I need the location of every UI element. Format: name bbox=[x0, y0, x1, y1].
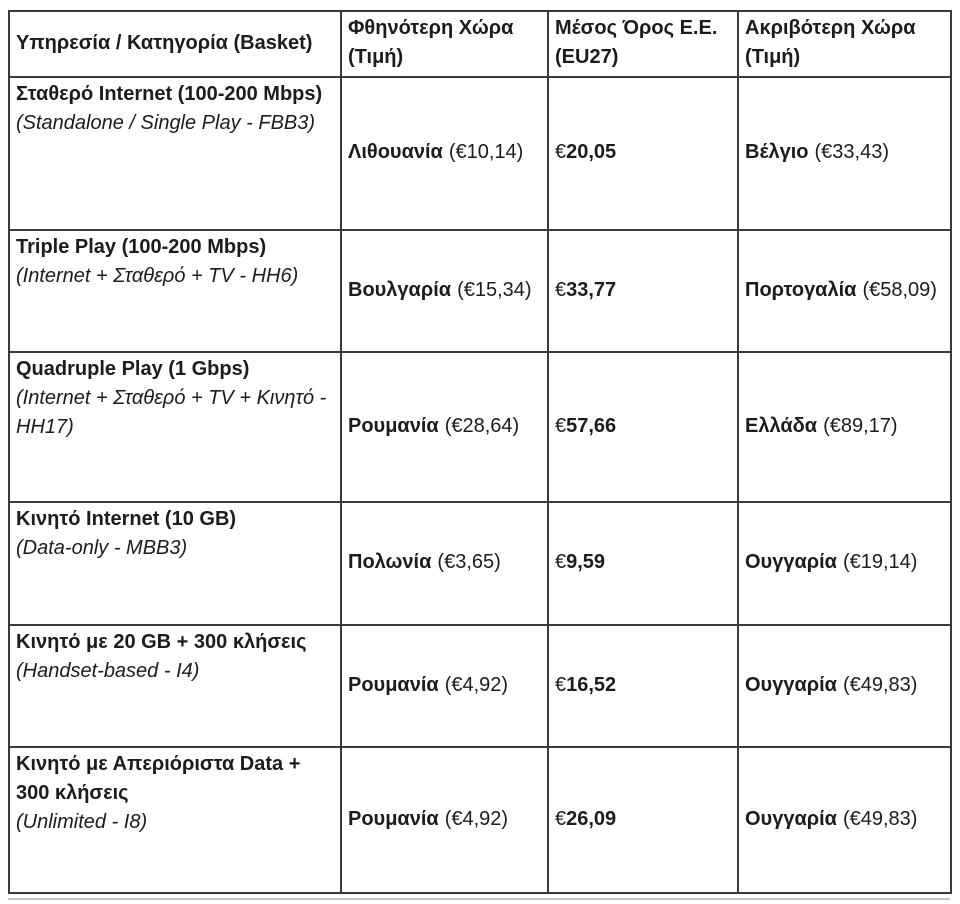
eu-telecom-price-table: Υπηρεσία / Κατηγορία (Basket) Φθηνότερη … bbox=[8, 10, 952, 894]
eu-average-currency: € bbox=[555, 141, 567, 163]
basket-code: (Unlimited - I8) bbox=[16, 811, 148, 833]
most-expensive-country-cell: Βέλγιο (€33,43) bbox=[737, 76, 952, 231]
basket-code: (Handset-based - I4) bbox=[16, 660, 200, 682]
service-cell: Σταθερό Internet (100-200 Mbps) (Standal… bbox=[8, 76, 342, 231]
eu-average-currency: € bbox=[555, 807, 567, 830]
most-expensive-country-name: Ουγγαρία bbox=[745, 551, 837, 573]
cheapest-country-name: Ρουμανία bbox=[348, 414, 439, 437]
column-header-eu-average: Μέσος Όρος Ε.Ε. (EU27) bbox=[547, 10, 739, 78]
cheapest-country-price: (€4,92) bbox=[444, 673, 509, 696]
table-row: Κινητό με Απεριόριστα Data + 300 κλήσεις… bbox=[8, 746, 952, 894]
column-header-service: Υπηρεσία / Κατηγορία (Basket) bbox=[8, 10, 342, 78]
service-title: Κινητό με 20 GB + 300 κλήσεις bbox=[16, 631, 307, 653]
eu-average-cell: €16,52 bbox=[547, 624, 739, 748]
most-expensive-country-price: (€19,14) bbox=[842, 551, 918, 573]
table-row: Κινητό με 20 GB + 300 κλήσεις (Handset-b… bbox=[8, 624, 952, 748]
most-expensive-country-price: (€33,43) bbox=[814, 141, 890, 163]
cheapest-country-name: Λιθουανία bbox=[348, 141, 443, 163]
cheapest-country-price: (€3,65) bbox=[437, 551, 501, 573]
eu-average-currency: € bbox=[555, 673, 567, 696]
cheapest-country-name: Πολωνία bbox=[348, 551, 432, 573]
service-cell: Κινητό με 20 GB + 300 κλήσεις (Handset-b… bbox=[8, 624, 342, 748]
table-row: Σταθερό Internet (100-200 Mbps) (Standal… bbox=[8, 76, 952, 231]
cheapest-country-name: Βουλγαρία bbox=[348, 278, 452, 301]
most-expensive-country-cell: Ουγγαρία (€49,83) bbox=[737, 746, 952, 894]
most-expensive-country-name: Ελλάδα bbox=[745, 414, 818, 437]
service-cell-content: Quadruple Play (1 Gbps) (Internet + Σταθ… bbox=[16, 355, 334, 442]
eu-average-amount: 57,66 bbox=[566, 414, 617, 437]
most-expensive-country-cell: Ουγγαρία (€19,14) bbox=[737, 501, 952, 626]
table-header-row: Υπηρεσία / Κατηγορία (Basket) Φθηνότερη … bbox=[8, 10, 952, 78]
basket-code: (Internet + Σταθερό + TV + Κινητό - HH17… bbox=[16, 387, 327, 438]
eu-average-cell: €20,05 bbox=[547, 76, 739, 231]
cheapest-country-price: (€4,92) bbox=[444, 807, 509, 830]
most-expensive-country-cell: Ουγγαρία (€49,83) bbox=[737, 624, 952, 748]
most-expensive-country-price: (€49,83) bbox=[842, 673, 918, 696]
most-expensive-country-name: Πορτογαλία bbox=[745, 278, 857, 301]
service-title: Σταθερό Internet (100-200 Mbps) bbox=[16, 83, 323, 105]
service-cell-content: Κινητό με Απεριόριστα Data + 300 κλήσεις… bbox=[16, 750, 334, 837]
eu-average-cell: €33,77 bbox=[547, 229, 739, 353]
most-expensive-country-name: Ουγγαρία bbox=[745, 807, 837, 830]
service-cell: Triple Play (100-200 Mbps) (Internet + Σ… bbox=[8, 229, 342, 353]
eu-average-amount: 33,77 bbox=[566, 278, 617, 301]
column-header-most-expensive: Ακριβότερη Χώρα (Τιμή) bbox=[737, 10, 952, 78]
service-title: Κινητό με Απεριόριστα Data + 300 κλήσεις bbox=[16, 753, 301, 804]
table-row: Triple Play (100-200 Mbps) (Internet + Σ… bbox=[8, 229, 952, 353]
cheapest-country-name: Ρουμανία bbox=[348, 673, 439, 696]
service-title: Κινητό Internet (10 GB) bbox=[16, 508, 237, 530]
cheapest-country-cell: Ρουμανία (€4,92) bbox=[340, 624, 549, 748]
cheapest-country-price: (€28,64) bbox=[444, 414, 520, 437]
eu-average-currency: € bbox=[555, 278, 567, 301]
eu-average-currency: € bbox=[555, 551, 567, 573]
cheapest-country-price: (€15,34) bbox=[457, 278, 532, 301]
most-expensive-country-name: Βέλγιο bbox=[745, 141, 809, 163]
basket-code: (Standalone / Single Play - FBB3) bbox=[16, 112, 316, 134]
cheapest-country-cell: Ρουμανία (€4,92) bbox=[340, 746, 549, 894]
eu-average-cell: €26,09 bbox=[547, 746, 739, 894]
eu-average-amount: 20,05 bbox=[566, 141, 617, 163]
cheapest-country-cell: Βουλγαρία (€15,34) bbox=[340, 229, 549, 353]
service-cell-content: Κινητό με 20 GB + 300 κλήσεις (Handset-b… bbox=[16, 628, 334, 686]
eu-average-cell: €9,59 bbox=[547, 501, 739, 626]
eu-average-amount: 26,09 bbox=[566, 807, 617, 830]
basket-code: (Internet + Σταθερό + TV - HH6) bbox=[16, 265, 299, 287]
most-expensive-country-name: Ουγγαρία bbox=[745, 673, 837, 696]
eu-average-currency: € bbox=[555, 414, 567, 437]
most-expensive-country-price: (€58,09) bbox=[862, 278, 937, 301]
cheapest-country-name: Ρουμανία bbox=[348, 807, 439, 830]
table-row: Κινητό Internet (10 GB) (Data-only - MBB… bbox=[8, 501, 952, 626]
basket-code: (Data-only - MBB3) bbox=[16, 537, 188, 559]
cheapest-country-cell: Λιθουανία (€10,14) bbox=[340, 76, 549, 231]
most-expensive-country-cell: Ελλάδα (€89,17) bbox=[737, 351, 952, 503]
most-expensive-country-price: (€49,83) bbox=[842, 807, 918, 830]
service-cell-content: Σταθερό Internet (100-200 Mbps) (Standal… bbox=[16, 80, 334, 138]
bottom-divider-line bbox=[8, 898, 950, 900]
service-title: Quadruple Play (1 Gbps) bbox=[16, 358, 250, 380]
column-header-cheapest: Φθηνότερη Χώρα (Τιμή) bbox=[340, 10, 549, 78]
service-cell-content: Κινητό Internet (10 GB) (Data-only - MBB… bbox=[16, 505, 334, 563]
most-expensive-country-cell: Πορτογαλία (€58,09) bbox=[737, 229, 952, 353]
cheapest-country-price: (€10,14) bbox=[448, 141, 524, 163]
service-title: Triple Play (100-200 Mbps) bbox=[16, 236, 267, 258]
eu-average-amount: 9,59 bbox=[566, 551, 606, 573]
table-row: Quadruple Play (1 Gbps) (Internet + Σταθ… bbox=[8, 351, 952, 503]
service-cell: Κινητό με Απεριόριστα Data + 300 κλήσεις… bbox=[8, 746, 342, 894]
eu-average-cell: €57,66 bbox=[547, 351, 739, 503]
service-cell-content: Triple Play (100-200 Mbps) (Internet + Σ… bbox=[16, 233, 334, 291]
service-cell: Κινητό Internet (10 GB) (Data-only - MBB… bbox=[8, 501, 342, 626]
cheapest-country-cell: Πολωνία (€3,65) bbox=[340, 501, 549, 626]
eu-average-amount: 16,52 bbox=[566, 673, 617, 696]
service-cell: Quadruple Play (1 Gbps) (Internet + Σταθ… bbox=[8, 351, 342, 503]
most-expensive-country-price: (€89,17) bbox=[823, 414, 898, 437]
cheapest-country-cell: Ρουμανία (€28,64) bbox=[340, 351, 549, 503]
